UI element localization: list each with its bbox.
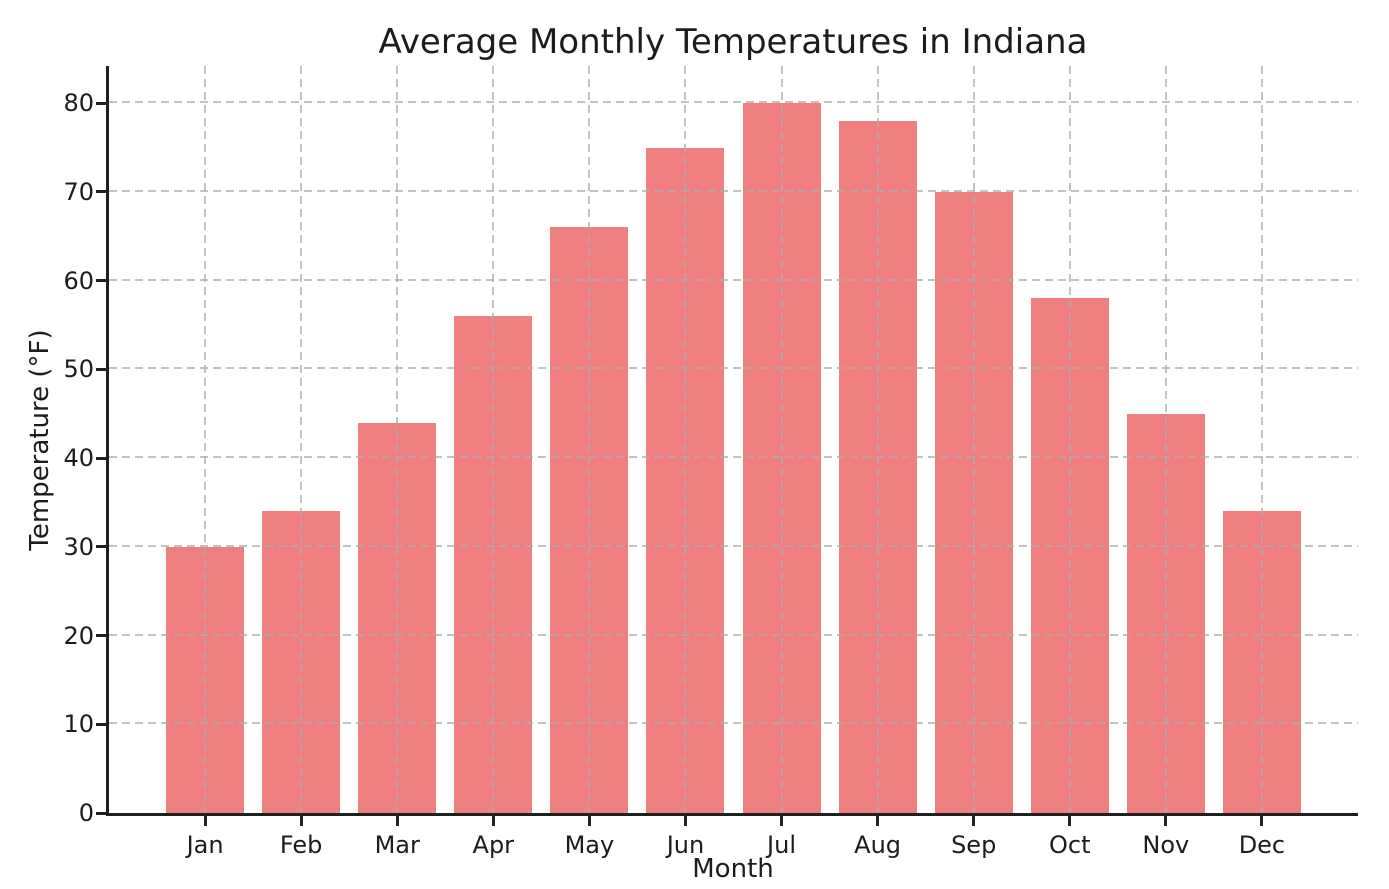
x-tick-label-may: May xyxy=(564,831,615,859)
y-tick-70 xyxy=(96,190,106,194)
y-tick-label-40: 40 xyxy=(63,444,94,473)
y-tick-label-10: 10 xyxy=(63,710,94,739)
y-tick-80 xyxy=(96,101,106,105)
bar-sep xyxy=(934,191,1013,813)
bar-jan xyxy=(166,546,245,813)
x-tick-label-aug: Aug xyxy=(854,831,902,859)
y-gridline-70 xyxy=(109,189,1358,192)
bar-may xyxy=(550,227,629,813)
bar-jul xyxy=(742,103,821,813)
x-tick-aug xyxy=(876,816,880,826)
y-gridline-50 xyxy=(109,367,1358,370)
y-tick-0 xyxy=(96,811,106,815)
bar-apr xyxy=(454,316,533,813)
x-tick-nov xyxy=(1164,816,1168,826)
y-tick-label-30: 30 xyxy=(63,532,94,561)
x-tick-label-feb: Feb xyxy=(279,831,323,859)
y-tick-20 xyxy=(96,634,106,638)
x-tick-mar xyxy=(395,816,399,826)
x-tick-dec xyxy=(1260,816,1264,826)
bar-jun xyxy=(646,147,725,813)
y-axis-spine xyxy=(106,66,109,816)
y-tick-label-20: 20 xyxy=(63,621,94,650)
x-tick-feb xyxy=(299,816,303,826)
y-gridline-80 xyxy=(109,101,1358,104)
bar-aug xyxy=(838,121,917,813)
x-axis-spine xyxy=(106,813,1358,816)
chart-title: Average Monthly Temperatures in Indiana xyxy=(378,22,1088,62)
x-tick-label-jul: Jul xyxy=(767,831,797,859)
x-tick-oct xyxy=(1068,816,1072,826)
x-tick-label-oct: Oct xyxy=(1049,831,1091,859)
plot-area xyxy=(109,66,1358,813)
y-tick-label-0: 0 xyxy=(78,799,94,827)
x-tick-jul xyxy=(780,816,784,826)
y-tick-30 xyxy=(96,545,106,549)
y-tick-60 xyxy=(96,279,106,283)
y-tick-label-60: 60 xyxy=(63,266,94,295)
x-tick-label-nov: Nov xyxy=(1142,831,1190,859)
x-tick-label-apr: Apr xyxy=(472,831,515,859)
x-tick-may xyxy=(587,816,591,826)
x-tick-label-sep: Sep xyxy=(951,831,997,859)
x-tick-label-jun: Jun xyxy=(666,831,705,859)
x-tick-label-mar: Mar xyxy=(374,831,420,859)
y-tick-label-50: 50 xyxy=(63,355,94,384)
bar-dec xyxy=(1222,511,1301,813)
bar-feb xyxy=(262,511,341,813)
x-tick-label-dec: Dec xyxy=(1238,831,1286,859)
x-tick-sep xyxy=(972,816,976,826)
x-tick-jun xyxy=(683,816,687,826)
x-axis-label: Month xyxy=(692,854,774,884)
y-tick-50 xyxy=(96,367,106,371)
y-tick-40 xyxy=(96,456,106,460)
bar-nov xyxy=(1126,413,1205,813)
x-tick-label-jan: Jan xyxy=(186,831,224,859)
y-tick-label-70: 70 xyxy=(63,177,94,206)
y-tick-label-80: 80 xyxy=(63,89,94,118)
bar-mar xyxy=(358,422,437,813)
x-tick-apr xyxy=(491,816,495,826)
bar-oct xyxy=(1030,298,1109,813)
y-gridline-60 xyxy=(109,278,1358,281)
x-tick-jan xyxy=(203,816,207,826)
y-tick-10 xyxy=(96,722,106,726)
